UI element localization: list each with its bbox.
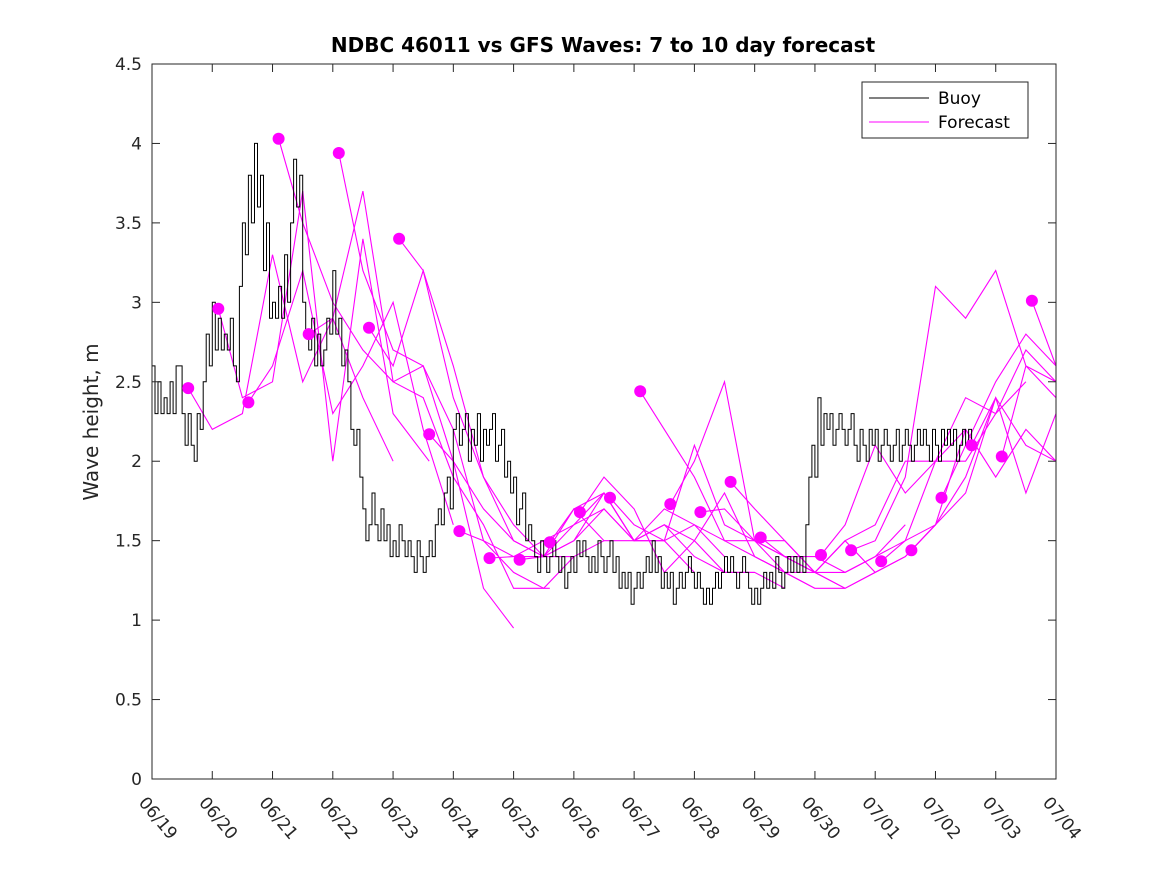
forecast-start-marker-18 (694, 506, 707, 519)
legend-buoy-label: Buoy (938, 89, 981, 109)
forecast-start-marker-9 (423, 428, 436, 441)
forecast-line-25 (941, 333, 1056, 499)
forecast-line-28 (1031, 300, 1056, 367)
forecast-line-5 (308, 190, 550, 589)
forecast-line-2 (217, 191, 430, 462)
y-axis-label: Wave height, m (79, 343, 103, 500)
legend-box (861, 81, 1029, 139)
forecast-line-19 (730, 397, 997, 589)
forecast-start-marker-23 (875, 555, 888, 568)
forecast-line-8 (398, 238, 635, 558)
y-tick-label: 3.5 (115, 214, 142, 234)
forecast-start-marker-26 (965, 439, 978, 452)
y-tick-label: 2.5 (115, 373, 142, 393)
y-tick-label: 3 (131, 293, 142, 313)
forecast-start-marker-12 (513, 553, 526, 566)
y-tick-label: 1.5 (115, 532, 142, 552)
forecast-line-3 (247, 268, 454, 525)
legend: Buoy Forecast (861, 81, 1029, 139)
y-tick-label: 4.5 (115, 55, 142, 75)
forecast-start-marker-24 (905, 544, 918, 557)
forecast-start-marker-4 (272, 132, 285, 145)
forecast-start-marker-19 (724, 475, 737, 488)
forecast-start-marker-8 (393, 232, 406, 245)
forecast-start-marker-3 (242, 396, 255, 409)
y-tick-label: 0 (131, 770, 142, 790)
forecast-start-marker-10 (453, 525, 466, 538)
y-tick-label: 4 (131, 134, 142, 154)
axes-frame (151, 63, 1057, 780)
buoy-line (152, 142, 975, 605)
forecast-start-marker-6 (332, 147, 345, 159)
forecast-start-marker-21 (815, 549, 827, 561)
forecast-line-24 (911, 396, 1056, 551)
plot-area: 00.511.522.533.544.506/19 06/20 06/21 06/22… (115, 55, 1085, 844)
forecast-start-marker-5 (302, 328, 315, 341)
forecast-start-marker-11 (483, 552, 496, 565)
y-tick-label: 0.5 (115, 691, 142, 711)
forecast-start-marker-7 (363, 321, 375, 334)
forecast-start-marker-27 (995, 450, 1008, 463)
forecast-start-marker-25 (935, 491, 948, 504)
forecast-start-marker-16 (634, 385, 647, 398)
forecast-line-27 (1001, 365, 1056, 457)
forecast-line-22 (850, 269, 1056, 551)
legend-forecast-label: Forecast (938, 113, 1010, 133)
forecast-start-marker-17 (664, 498, 677, 511)
y-tick-label: 1 (131, 611, 142, 631)
forecast-start-marker-15 (604, 491, 616, 504)
y-tick-label: 2 (131, 452, 142, 472)
forecast-start-marker-14 (573, 506, 586, 519)
forecast-start-marker-2 (212, 302, 225, 315)
forecast-start-marker-13 (543, 536, 556, 549)
forecast-line-14 (579, 476, 846, 589)
forecast-start-marker-20 (754, 531, 767, 544)
forecast-start-marker-1 (182, 382, 195, 395)
chart-title: NDBC 46011 vs GFS Waves: 7 to 10 day for… (331, 33, 876, 57)
forecast-start-marker-28 (1025, 294, 1038, 307)
forecast-start-marker-22 (845, 544, 858, 557)
